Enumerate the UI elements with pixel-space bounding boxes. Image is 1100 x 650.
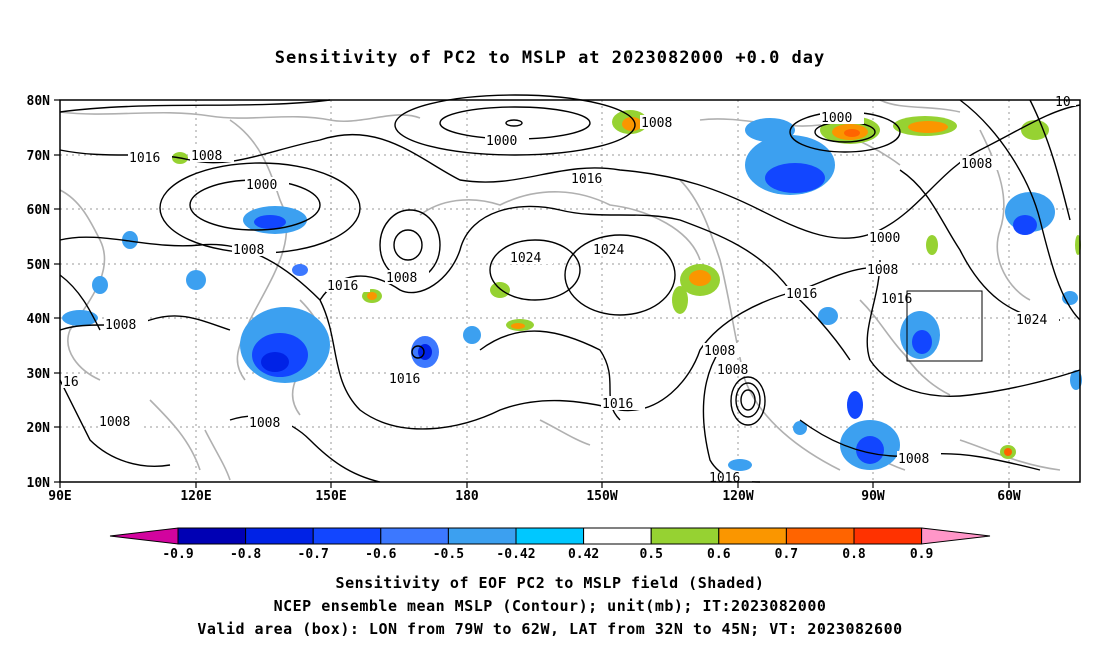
contour-label: 1008 xyxy=(386,271,417,286)
contour-label: 1000 xyxy=(486,134,517,149)
chart-title: Sensitivity of PC2 to MSLP at 2023082000… xyxy=(274,48,826,68)
colorbar-swatch xyxy=(583,527,652,545)
contour-label: 1008 xyxy=(105,318,136,333)
lon-tick-label: 60W xyxy=(997,489,1021,504)
plot-frame xyxy=(59,99,1081,483)
colorbar-label: -0.7 xyxy=(298,547,329,562)
colorbar-label: 0.42 xyxy=(568,547,599,562)
contour-label: 1016 xyxy=(389,372,420,387)
contour-label: 1008 xyxy=(249,416,280,431)
contour-label: 1008 xyxy=(717,363,748,378)
contour-label: 1000 xyxy=(246,178,277,193)
contour-label: 1016 xyxy=(786,287,817,302)
lat-tick-label: 20N xyxy=(27,421,51,436)
contour-label: 1016 xyxy=(129,151,160,166)
valid-area-box xyxy=(906,290,983,362)
colorbar-label: -0.42 xyxy=(496,547,535,562)
axis-ticks xyxy=(54,99,1010,488)
contour-label: 1016 xyxy=(602,397,633,412)
footer-line-3: Valid area (box): LON from 79W to 62W, L… xyxy=(197,620,903,638)
colorbar-label: -0.8 xyxy=(230,547,261,562)
lon-tick-label: 150W xyxy=(586,489,617,504)
lon-tick-label: 150E xyxy=(315,489,346,504)
colorbar-label: 0.7 xyxy=(775,547,798,562)
lat-tick-label: 60N xyxy=(27,203,51,218)
grid-lines xyxy=(60,100,1080,482)
contour-label: 1016 xyxy=(709,471,740,486)
colorbar-swatch xyxy=(718,527,787,545)
colorbar-high-end xyxy=(921,527,991,545)
colorbar-low-end xyxy=(109,527,179,545)
colorbar-swatch xyxy=(650,527,720,545)
contour-label: 1000 xyxy=(821,111,852,126)
lon-tick-label: 180 xyxy=(455,489,479,504)
contour-label: 1008 xyxy=(961,157,992,172)
contour-label: 1008 xyxy=(898,452,929,467)
contour-label: 1008 xyxy=(191,149,222,164)
colorbar-label: 0.5 xyxy=(639,547,662,562)
contour-label: 1008 xyxy=(867,263,898,278)
colorbar-swatch xyxy=(312,527,382,545)
footer-line-2: NCEP ensemble mean MSLP (Contour); unit(… xyxy=(273,597,827,615)
colorbar-label: 0.6 xyxy=(707,547,731,562)
contour-label: 16 xyxy=(63,375,79,390)
contour-label: 1008 xyxy=(641,116,672,131)
colorbar-swatch xyxy=(785,527,855,545)
lat-tick-label: 40N xyxy=(27,312,51,327)
colorbar-swatch xyxy=(380,527,449,545)
lat-tick-label: 70N xyxy=(27,149,51,164)
colorbar-swatch xyxy=(177,527,247,545)
colorbar-swatch xyxy=(447,527,517,545)
colorbar-swatch xyxy=(245,527,314,545)
colorbar-label: -0.9 xyxy=(162,547,193,562)
contour-label: 1000 xyxy=(869,231,900,246)
contour-label: 1024 xyxy=(1016,313,1047,328)
contour-label: 1024 xyxy=(510,251,541,266)
lat-tick-label: 80N xyxy=(27,94,51,109)
colorbar: -0.9 -0.8 -0.7 -0.6 -0.5 -0.42 0.42 0.5 … xyxy=(109,527,991,562)
lon-tick-label: 90E xyxy=(48,489,71,504)
contour-label: 1016 xyxy=(881,292,912,307)
lon-tick-label: 120W xyxy=(722,489,753,504)
contour-label: 1016 xyxy=(327,279,358,294)
contour-label: 1016 xyxy=(571,172,602,187)
lat-tick-label: 50N xyxy=(27,258,51,273)
colorbar-swatch xyxy=(515,527,585,545)
contour-label: 1024 xyxy=(593,243,624,258)
lat-labels: 80N 70N 60N 50N 40N 30N 20N 10N xyxy=(27,94,51,491)
lon-tick-label: 90W xyxy=(861,489,885,504)
lon-tick-label: 120E xyxy=(180,489,211,504)
colorbar-label: 0.8 xyxy=(842,547,866,562)
contour-label: 1008 xyxy=(99,415,130,430)
colorbar-label: 0.9 xyxy=(910,547,933,562)
lon-labels: 90E 120E 150E 180 150W 120W 90W 60W xyxy=(48,489,1021,504)
lat-tick-label: 10N xyxy=(27,476,51,491)
contour-label: 10 xyxy=(1055,95,1071,110)
footer-line-1: Sensitivity of EOF PC2 to MSLP field (Sh… xyxy=(335,574,765,592)
contour-label: 1008 xyxy=(704,344,735,359)
contour-labels: 1000 1000 1000 1000 1008 1008 1008 1008 … xyxy=(62,95,1076,486)
contour-label: 1008 xyxy=(233,243,264,258)
lat-tick-label: 30N xyxy=(27,367,51,382)
colorbar-label: -0.6 xyxy=(365,547,396,562)
colorbar-label: -0.5 xyxy=(433,547,464,562)
colorbar-swatch xyxy=(853,527,923,545)
sensitivity-shading xyxy=(62,110,1082,471)
